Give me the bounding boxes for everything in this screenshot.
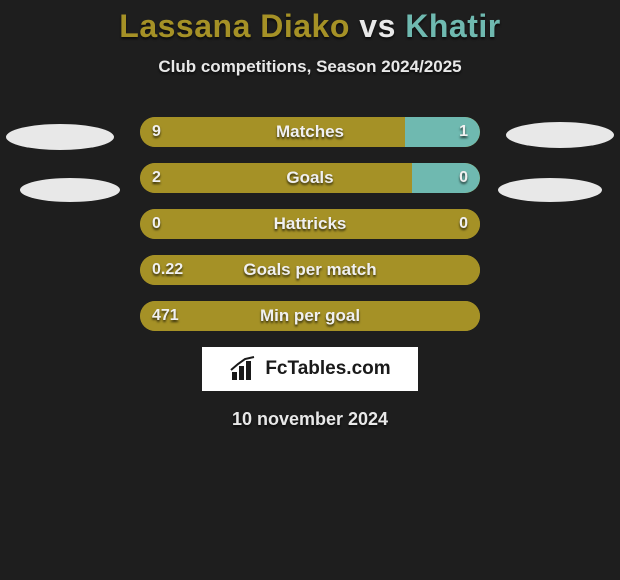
subtitle: Club competitions, Season 2024/2025	[0, 57, 620, 77]
stat-row: 91Matches	[70, 117, 550, 147]
page-title: Lassana Diako vs Khatir	[0, 0, 620, 45]
fctables-logo[interactable]: FcTables.com	[202, 347, 418, 391]
stat-row: 20Goals	[70, 163, 550, 193]
stats-container: 91Matches 20Goals 00Hattricks 0.22Goals per…	[70, 117, 550, 331]
player1-name: Lassana Diako	[119, 8, 350, 44]
stat-label: Hattricks	[70, 209, 550, 239]
logo-text: FcTables.com	[265, 358, 390, 380]
bar-chart-icon	[229, 356, 259, 382]
stat-row: 471Min per goal	[70, 301, 550, 331]
stat-label: Matches	[70, 117, 550, 147]
stat-label: Goals	[70, 163, 550, 193]
date-label: 10 november 2024	[0, 409, 620, 430]
stat-row: 00Hattricks	[70, 209, 550, 239]
stat-label: Min per goal	[70, 301, 550, 331]
vs-text: vs	[359, 8, 396, 44]
player2-name: Khatir	[405, 8, 500, 44]
stat-row: 0.22Goals per match	[70, 255, 550, 285]
stat-label: Goals per match	[70, 255, 550, 285]
